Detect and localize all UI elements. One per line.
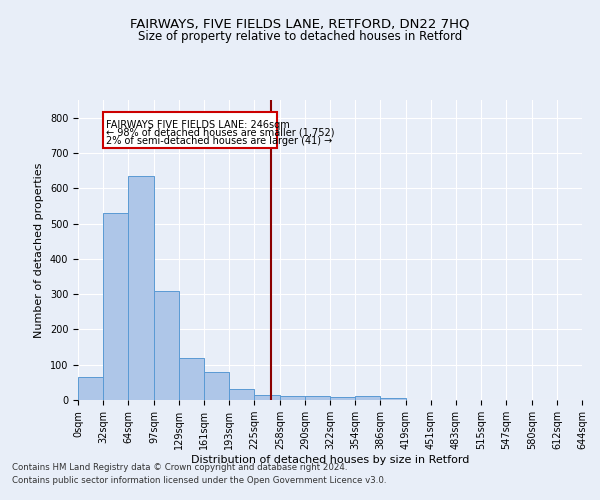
Bar xyxy=(128,176,154,400)
Text: 2% of semi-detached houses are larger (41) →: 2% of semi-detached houses are larger (4… xyxy=(106,136,332,145)
Text: Size of property relative to detached houses in Retford: Size of property relative to detached ho… xyxy=(138,30,462,43)
Text: FAIRWAYS, FIVE FIELDS LANE, RETFORD, DN22 7HQ: FAIRWAYS, FIVE FIELDS LANE, RETFORD, DN2… xyxy=(130,18,470,30)
Y-axis label: Number of detached properties: Number of detached properties xyxy=(34,162,44,338)
Bar xyxy=(103,112,277,148)
X-axis label: Distribution of detached houses by size in Retford: Distribution of detached houses by size … xyxy=(191,455,469,465)
Text: Contains HM Land Registry data © Crown copyright and database right 2024.: Contains HM Land Registry data © Crown c… xyxy=(12,464,347,472)
Bar xyxy=(78,377,103,400)
Bar xyxy=(229,390,254,400)
Bar xyxy=(154,290,179,400)
Bar xyxy=(280,396,305,400)
Text: FAIRWAYS FIVE FIELDS LANE: 246sqm: FAIRWAYS FIVE FIELDS LANE: 246sqm xyxy=(106,120,290,130)
Bar xyxy=(103,213,128,400)
Bar xyxy=(355,396,380,400)
Bar xyxy=(204,372,229,400)
Bar xyxy=(179,358,204,400)
Bar xyxy=(380,398,406,400)
Text: ← 98% of detached houses are smaller (1,752): ← 98% of detached houses are smaller (1,… xyxy=(106,128,335,138)
Bar xyxy=(305,396,330,400)
Bar xyxy=(330,397,355,400)
Bar xyxy=(254,394,280,400)
Text: Contains public sector information licensed under the Open Government Licence v3: Contains public sector information licen… xyxy=(12,476,386,485)
